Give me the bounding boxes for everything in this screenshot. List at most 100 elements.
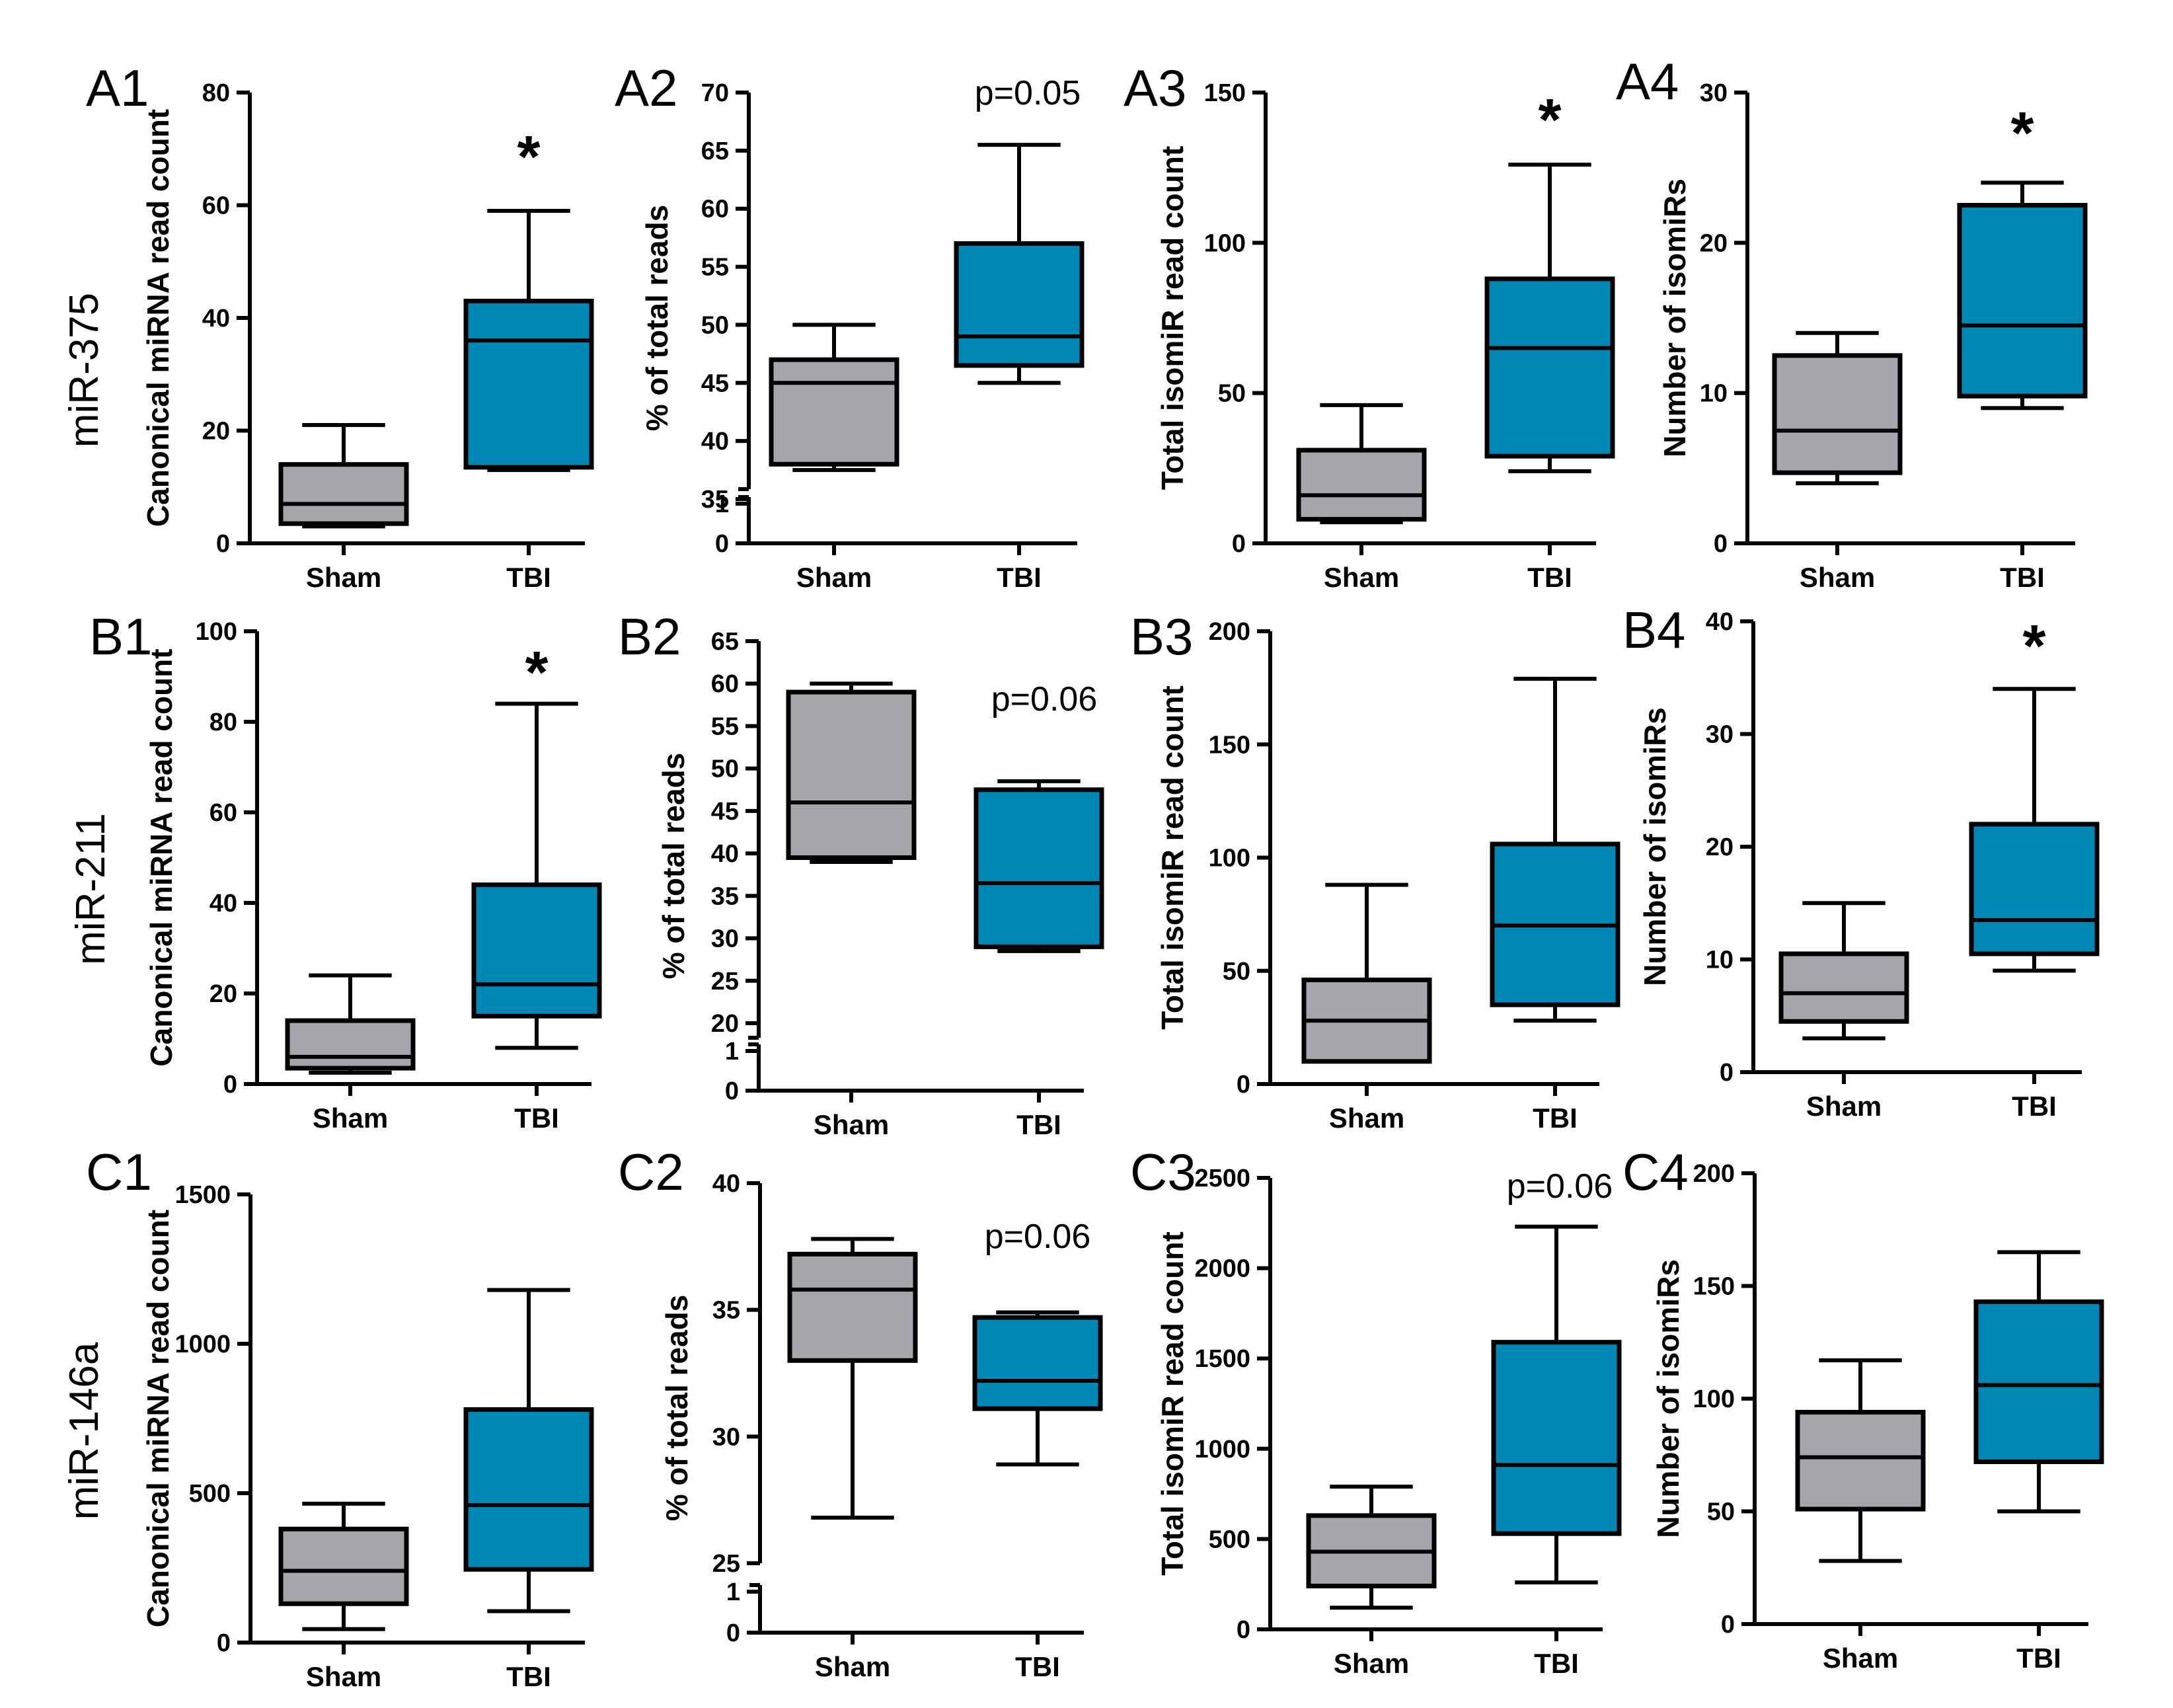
panel-label: B3 — [1130, 607, 1193, 666]
y-tick-label: 35 — [712, 1297, 740, 1325]
y-axis-label: Total isomiR read count — [1155, 1231, 1190, 1576]
category-label-tbi: TBI — [1534, 1648, 1579, 1679]
tbi-box — [463, 1407, 594, 1572]
category-label-tbi: TBI — [997, 562, 1042, 593]
category-label-sham: Sham — [1823, 1643, 1898, 1674]
category-label-sham: Sham — [1806, 1091, 1882, 1122]
y-tick-label: 100 — [1209, 845, 1250, 873]
y-tick-label: 1 — [715, 490, 729, 518]
y-tick-label: 40 — [711, 840, 739, 868]
y-tick-label: 55 — [701, 254, 729, 282]
y-tick-label: 20 — [210, 980, 237, 1008]
tbi-box — [1969, 822, 2100, 956]
category-label-tbi: TBI — [1016, 1109, 1061, 1140]
y-tick-label: 100 — [1204, 229, 1246, 257]
y-axis-label: Number of isomiRs — [1638, 707, 1672, 986]
y-tick-label: 30 — [1700, 79, 1728, 107]
panel-a2: A2 35 40 45 50 55 60 65 70 0 1 Sham TBI % of total re… — [615, 59, 1085, 593]
y-tick-label: 100 — [1693, 1385, 1735, 1413]
category-label-tbi: TBI — [506, 562, 551, 593]
category-label-tbi: TBI — [506, 1661, 551, 1692]
p-value-annotation: p=0.06 — [985, 1218, 1091, 1256]
y-tick-label: 500 — [1209, 1526, 1250, 1553]
y-tick-label: 1500 — [1194, 1345, 1250, 1373]
y-tick-label: 10 — [1706, 947, 1734, 974]
panel-c2: C2 25 30 35 40 0 1 Sham TBI % of total reads p=0.0… — [618, 1143, 1103, 1682]
panel-c4: C4 0 50 100 150 200 Sham TBI Number of isomiRs — [1622, 1143, 2104, 1674]
panel-label: C3 — [1130, 1143, 1196, 1201]
tbi-box — [954, 241, 1085, 368]
y-tick-label: 55 — [711, 713, 739, 740]
panel-label: C1 — [86, 1143, 152, 1201]
tbi-box — [1484, 276, 1615, 459]
tbi-box — [973, 787, 1104, 949]
row-label-group: miR-146a — [61, 1342, 107, 1520]
y-axis-label-group: % of total reads — [660, 1295, 694, 1522]
panel-a1: A1 0 20 40 60 80 Sham TBI Canonical miRNA read c… — [86, 59, 594, 593]
y-tick-label: 100 — [196, 618, 237, 646]
y-axis-label-group: Total isomiR read count — [1155, 1231, 1190, 1576]
y-tick-label: 20 — [202, 418, 230, 446]
y-axis-label: Total isomiR read count — [1155, 685, 1190, 1030]
y-axis-label-group: Total isomiR read count — [1155, 146, 1190, 490]
row-label-group: miR-375 — [61, 293, 107, 447]
y-tick-label: 200 — [1209, 618, 1250, 646]
y-tick-label: 40 — [210, 890, 237, 917]
tbi-box — [972, 1315, 1103, 1411]
y-tick-label: 0 — [1721, 1611, 1735, 1639]
y-tick-label: 1 — [726, 1578, 740, 1606]
category-label-sham: Sham — [306, 1661, 381, 1692]
panel-b2: B2 20 25 30 35 40 45 50 55 60 65 0 1 Sham TBI % of tota… — [618, 607, 1104, 1140]
significance-star: * — [2010, 100, 2034, 167]
panel-b1: B1 0 20 40 60 80 100 Sham TBI Canonical miRNA rea… — [89, 607, 602, 1134]
category-label-tbi: TBI — [2012, 1091, 2057, 1122]
sham-box — [1296, 447, 1427, 522]
tbi-box — [1491, 1340, 1622, 1536]
panel-b4: B4 0 10 20 30 40 Sham TBI Number of isomiRs * — [1622, 601, 2100, 1122]
y-tick-label: 0 — [1232, 530, 1246, 558]
y-tick-label: 60 — [701, 196, 729, 223]
y-tick-label: 2500 — [1194, 1165, 1250, 1192]
sham-box — [769, 357, 899, 467]
sham-box — [285, 1018, 416, 1071]
y-tick-label: 20 — [711, 1010, 739, 1038]
y-axis-label: Number of isomiRs — [1651, 1259, 1685, 1538]
y-tick-label: 35 — [701, 486, 729, 514]
category-label-tbi: TBI — [2000, 562, 2045, 593]
y-axis-label: Canonical miRNA read count — [141, 109, 175, 527]
y-axis-label: Canonical miRNA read count — [141, 1210, 175, 1627]
category-label-sham: Sham — [815, 1651, 890, 1682]
y-axis-label-group: Canonical miRNA read count — [144, 648, 178, 1066]
category-label-sham: Sham — [306, 562, 381, 593]
y-tick-label: 0 — [725, 1077, 739, 1105]
y-tick-label: 20 — [1706, 834, 1734, 861]
y-tick-label: 80 — [210, 709, 237, 736]
y-axis-label-group: % of total reads — [640, 205, 674, 432]
y-tick-label: 65 — [701, 137, 729, 165]
y-tick-label: 40 — [701, 428, 729, 455]
y-tick-label: 30 — [711, 925, 739, 953]
y-tick-label: 70 — [701, 79, 729, 107]
category-label-sham: Sham — [1800, 562, 1875, 593]
tbi-box — [463, 298, 594, 470]
y-tick-label: 2000 — [1194, 1255, 1250, 1283]
y-axis-label: Total isomiR read count — [1155, 146, 1190, 490]
y-tick-label: 25 — [711, 968, 739, 995]
y-tick-label: 1000 — [174, 1331, 231, 1358]
significance-star: * — [517, 124, 540, 190]
category-label-sham: Sham — [313, 1103, 388, 1134]
y-tick-label: 50 — [701, 311, 729, 339]
y-tick-label: 50 — [711, 756, 739, 783]
p-value-annotation: p=0.06 — [1507, 1167, 1613, 1206]
y-tick-label: 0 — [217, 1629, 231, 1657]
panel-b3: B3 0 50 100 150 200 Sham TBI Total isomiR read c… — [1130, 607, 1620, 1134]
panel-c1: C1 0 500 1000 1500 Sham TBI Canonical miRNA rea… — [86, 1143, 594, 1692]
category-label-sham: Sham — [1324, 562, 1399, 593]
y-axis-label: % of total reads — [660, 1295, 694, 1522]
y-tick-label: 0 — [223, 1071, 237, 1099]
y-axis-label-group: % of total reads — [656, 753, 691, 980]
category-label-tbi: TBI — [2016, 1643, 2061, 1674]
tbi-box — [1973, 1299, 2104, 1464]
sham-box — [786, 689, 917, 861]
